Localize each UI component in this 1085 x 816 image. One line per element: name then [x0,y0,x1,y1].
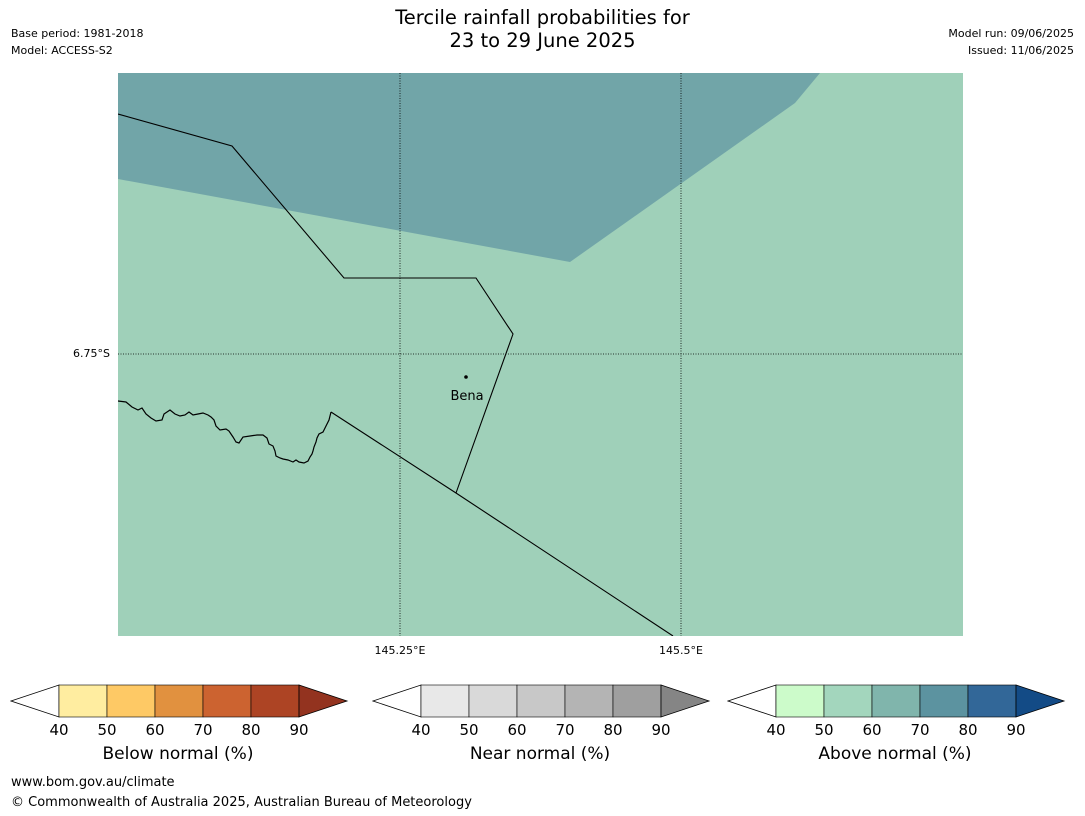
colorbar-near-normal: 40 50 60 70 80 90 [372,684,711,739]
colorbar-segment [420,684,470,718]
colorbar-segment [919,684,969,718]
bena-label: Bena [450,389,483,404]
colorbar-tick-label: 80 [241,721,260,739]
colorbar-tick-label: 90 [1006,721,1025,739]
colorbar-segment [250,684,300,718]
colorbar-tick-label: 70 [555,721,574,739]
colorbar-tick-label: 90 [651,721,670,739]
colorbar-segment [106,684,156,718]
colorbar-label-below: Below normal (%) [102,744,254,764]
model-run-text: Model run: 09/06/2025 [948,27,1074,40]
river-line [118,400,332,464]
colorbar-segment [612,684,662,718]
lon-label-2: 145.5°E [659,644,703,657]
header-right-meta: Model run: 09/06/2025 Issued: 11/06/2025 [948,25,1074,59]
colorbar-over-arrow [1015,684,1066,718]
colorbar-tick-label: 60 [507,721,526,739]
colorbar-tick-label: 80 [958,721,977,739]
colorbar-segment [967,684,1017,718]
above-60-70-region [118,73,820,262]
colorbar-tick-label: 90 [289,721,308,739]
colorbar-segment [775,684,825,718]
colorbar-segment [468,684,518,718]
rainfall-map: Bena [118,73,963,636]
district-boundary-north [118,113,514,494]
colorbar-under-arrow [10,684,60,718]
colorbar-label-above: Above normal (%) [818,744,972,764]
colorbar-segment [58,684,108,718]
colorbar-tick-label: 60 [862,721,881,739]
title-line-2: 23 to 29 June 2025 [449,29,636,52]
colorbar-tick-label: 80 [603,721,622,739]
colorbar-under-arrow [372,684,422,718]
district-boundary-south [330,411,674,636]
colorbar-segment [202,684,252,718]
colorbar-tick-label: 70 [910,721,929,739]
colorbar-segment [154,684,204,718]
colorbar-over-arrow [660,684,711,718]
header-left-meta: Base period: 1981-2018 Model: ACCESS-S2 [11,25,143,59]
lat-label: 6.75°S [73,347,110,360]
model-text: Model: ACCESS-S2 [11,44,113,57]
colorbar-segment [564,684,614,718]
colorbar-tick-label: 70 [193,721,212,739]
map-title: Tercile rainfall probabilities for 23 to… [0,6,1085,52]
bena-marker [464,375,468,379]
colorbar-segment [516,684,566,718]
base-period-text: Base period: 1981-2018 [11,27,144,40]
colorbar-tick-label: 40 [411,721,430,739]
colorbar-tick-label: 40 [49,721,68,739]
footer-copyright: © Commonwealth of Australia 2025, Austra… [11,795,472,810]
colorbar-below-normal: 40 50 60 70 80 90 [10,684,349,739]
colorbar-tick-label: 40 [766,721,785,739]
colorbar-label-near: Near normal (%) [469,744,611,764]
lon-label-1: 145.25°E [374,644,426,657]
colorbar-segment [871,684,921,718]
footer-url: www.bom.gov.au/climate [11,775,175,790]
colorbar-tick-label: 50 [459,721,478,739]
title-line-1: Tercile rainfall probabilities for [395,6,690,29]
colorbar-above-normal: 40 50 60 70 80 90 [727,684,1066,739]
colorbar-tick-label: 60 [145,721,164,739]
colorbar-segment [823,684,873,718]
issued-text: Issued: 11/06/2025 [967,44,1074,57]
colorbar-tick-label: 50 [814,721,833,739]
colorbar-tick-label: 50 [97,721,116,739]
colorbar-over-arrow [298,684,349,718]
colorbar-under-arrow [727,684,777,718]
